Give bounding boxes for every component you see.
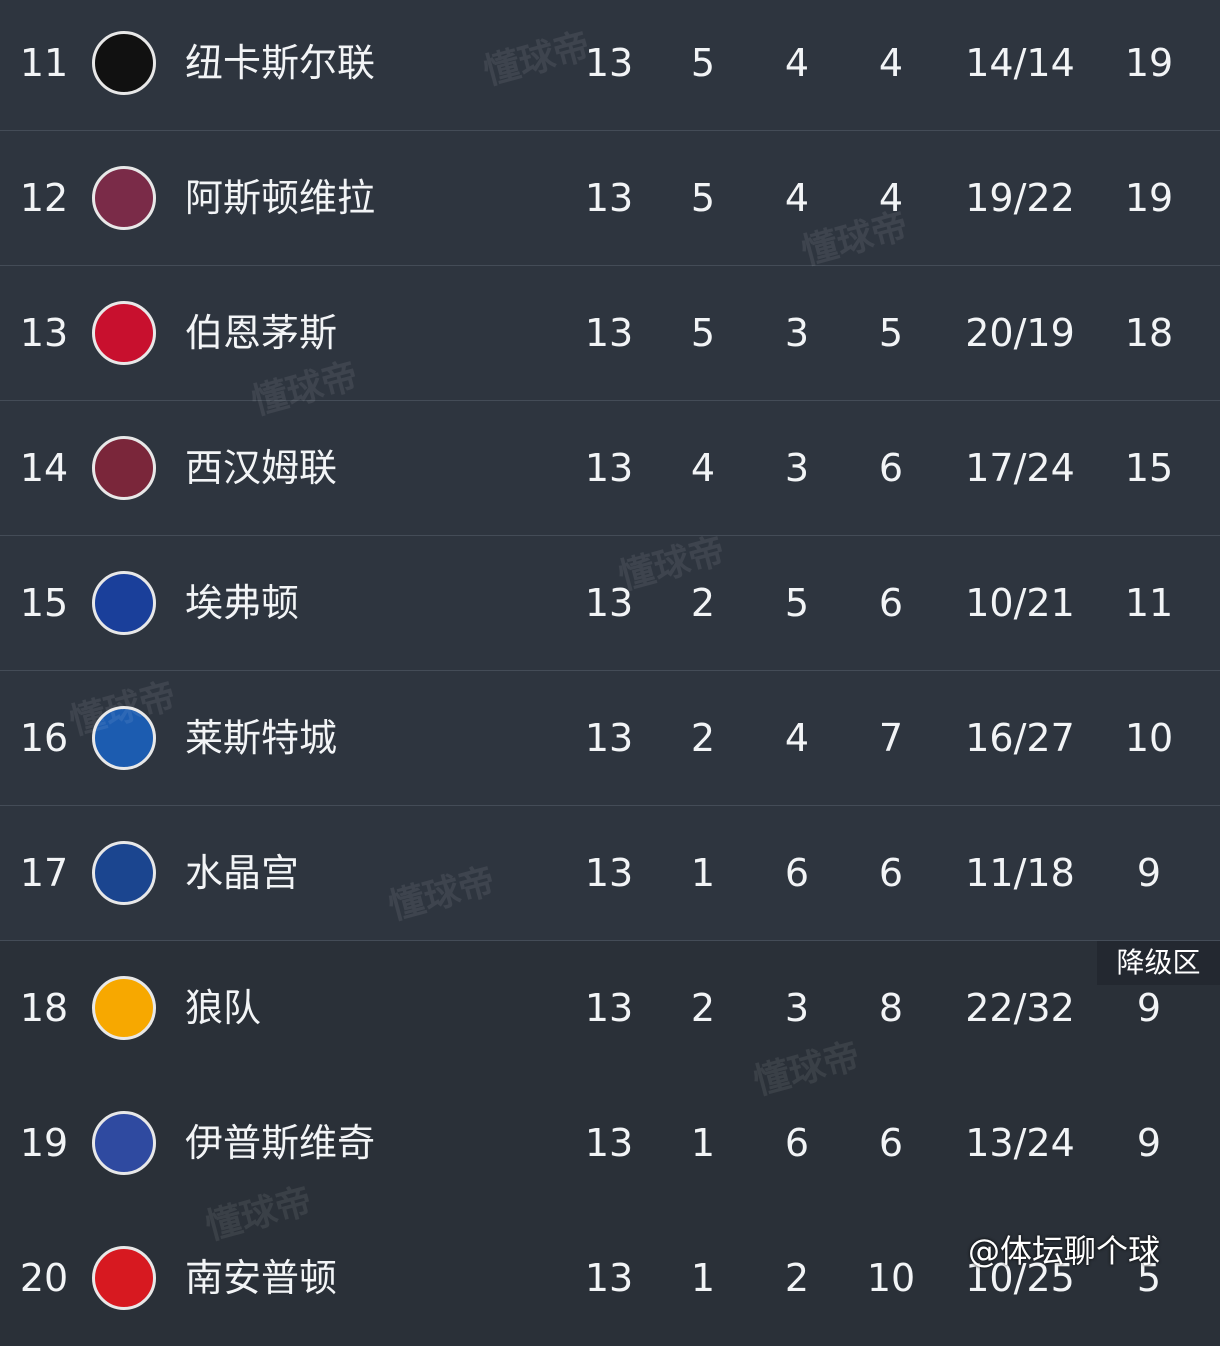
goals: 17/24 [965,446,1075,490]
played: 13 [584,851,634,895]
rank: 16 [19,716,69,760]
rank: 19 [19,1121,69,1165]
lost: 8 [878,986,904,1030]
played: 13 [584,716,634,760]
points: 19 [1124,41,1174,85]
table-row: 14 西汉姆联 13 4 3 6 17/24 15 [0,401,1220,536]
table-row: 12 阿斯顿维拉 13 5 4 4 19/22 19 [0,131,1220,266]
team-name: 狼队 [185,986,262,1030]
lost: 4 [878,41,904,85]
lost: 7 [878,716,904,760]
won: 1 [690,1121,716,1165]
played: 13 [584,41,634,85]
goals: 11/18 [965,851,1075,895]
rank: 12 [19,176,69,220]
rank: 15 [19,581,69,625]
won: 2 [690,986,716,1030]
table-row: 17 水晶宫 13 1 6 6 11/18 9 [0,806,1220,941]
drawn: 3 [784,311,810,355]
team-logo [92,706,156,770]
drawn: 4 [784,41,810,85]
goals: 22/32 [965,986,1075,1030]
rank: 11 [19,41,69,85]
drawn: 5 [784,581,810,625]
team-logo [92,166,156,230]
table-row: 11 纽卡斯尔联 13 5 4 4 14/14 19 [0,0,1220,131]
points: 18 [1124,311,1174,355]
won: 5 [690,311,716,355]
team-name: 阿斯顿维拉 [185,176,376,220]
team-logo [92,1246,156,1310]
team-logo [92,976,156,1040]
goals: 16/27 [965,716,1075,760]
team-logo [92,301,156,365]
team-logo [92,571,156,635]
played: 13 [584,1121,634,1165]
goals: 14/14 [965,41,1075,85]
goals: 13/24 [965,1121,1075,1165]
team-name: 纽卡斯尔联 [185,41,376,85]
drawn: 3 [784,446,810,490]
lost: 6 [878,851,904,895]
points: 11 [1124,581,1174,625]
team-name: 伯恩茅斯 [185,311,338,355]
lost: 10 [866,1256,916,1300]
points: 9 [1136,1121,1162,1165]
won: 5 [690,176,716,220]
rank: 20 [19,1256,69,1300]
played: 13 [584,446,634,490]
drawn: 4 [784,176,810,220]
rank: 13 [19,311,69,355]
drawn: 4 [784,716,810,760]
goals: 19/22 [965,176,1075,220]
won: 5 [690,41,716,85]
team-logo [92,1111,156,1175]
rank: 14 [19,446,69,490]
points: 19 [1124,176,1174,220]
table-row: 18 狼队 13 2 3 8 22/32 9 [0,941,1220,1076]
relegation-label: 降级区 [1097,941,1220,985]
team-logo [92,841,156,905]
points: 10 [1124,716,1174,760]
won: 1 [690,851,716,895]
won: 2 [690,581,716,625]
lost: 5 [878,311,904,355]
drawn: 3 [784,986,810,1030]
rank: 18 [19,986,69,1030]
team-name: 水晶宫 [185,851,300,895]
drawn: 6 [784,851,810,895]
table-row: 16 莱斯特城 13 2 4 7 16/27 10 [0,671,1220,806]
signature: @体坛聊个球 [968,1232,1161,1270]
table-row: 13 伯恩茅斯 13 5 3 5 20/19 18 [0,266,1220,401]
played: 13 [584,1256,634,1300]
played: 13 [584,311,634,355]
won: 4 [690,446,716,490]
goals: 10/21 [965,581,1075,625]
points: 9 [1136,986,1162,1030]
lost: 4 [878,176,904,220]
played: 13 [584,986,634,1030]
points: 15 [1124,446,1174,490]
lost: 6 [878,1121,904,1165]
played: 13 [584,581,634,625]
page: 11 纽卡斯尔联 13 5 4 4 14/14 19 12 阿斯顿维拉 13 5 4 4 19/22 19 13… [0,0,1220,1310]
team-name: 伊普斯维奇 [185,1121,376,1165]
drawn: 2 [784,1256,810,1300]
goals: 20/19 [965,311,1075,355]
team-name: 埃弗顿 [185,581,300,625]
drawn: 6 [784,1121,810,1165]
table-row: 15 埃弗顿 13 2 5 6 10/21 11 [0,536,1220,671]
won: 1 [690,1256,716,1300]
won: 2 [690,716,716,760]
lost: 6 [878,581,904,625]
team-name: 莱斯特城 [185,716,338,760]
rank: 17 [19,851,69,895]
points: 9 [1136,851,1162,895]
team-name: 西汉姆联 [185,446,338,490]
table-row: 19 伊普斯维奇 13 1 6 6 13/24 9 [0,1076,1220,1211]
played: 13 [584,176,634,220]
lost: 6 [878,446,904,490]
team-logo [92,436,156,500]
team-logo [92,31,156,95]
